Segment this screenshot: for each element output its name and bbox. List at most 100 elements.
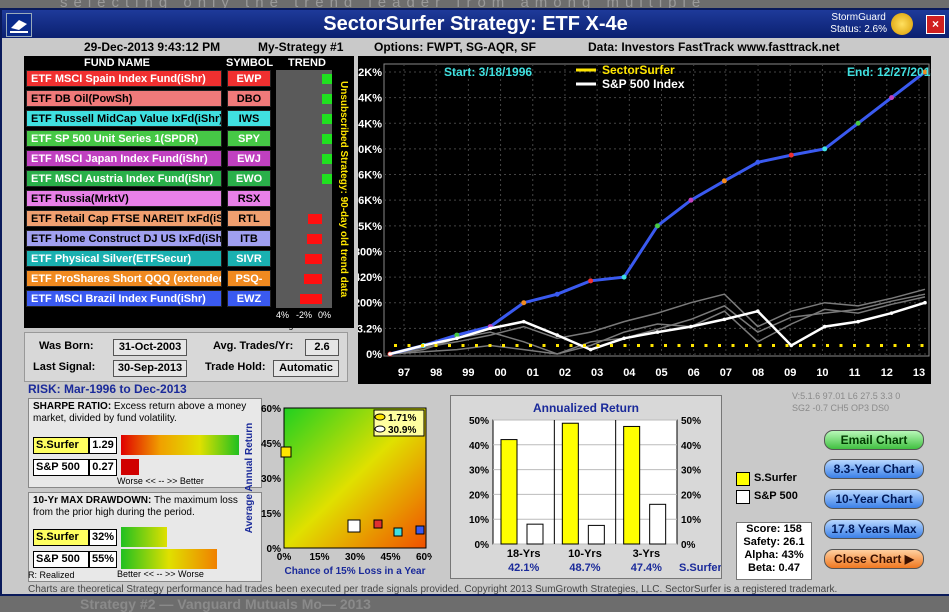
sharpe-heading: SHARPE RATIO: [33, 401, 112, 412]
legend-label: SectorSurfer [602, 63, 675, 77]
fund-row[interactable]: ETF DB Oil(PowSh) DBO [26, 90, 274, 107]
scatter-legend-marker [374, 425, 386, 433]
signal-marker [920, 344, 924, 347]
fund-row[interactable]: ETF Home Construct DJ US IxFd(iShr ITB [26, 230, 274, 247]
fund-name: ETF MSCI Brazil Index Fund(iShr) [26, 290, 222, 307]
data-source: Data: Investors FastTrack www.fasttrack.… [588, 40, 840, 54]
data-point [588, 347, 593, 352]
fund-name: ETF Home Construct DJ US IxFd(iShr [26, 230, 222, 247]
trend-bar [304, 274, 322, 284]
sun-icon [891, 13, 913, 35]
fund-row[interactable]: ETF MSCI Spain Index Fund(iShr) EWP [26, 70, 274, 87]
annualized-y-tick: 40% [469, 441, 489, 452]
data-point [655, 330, 660, 334]
sharpe-box: SHARPE RATIO: Excess return above a mone… [28, 398, 262, 488]
annualized-y-tick: 10% [469, 515, 489, 526]
annualized-value-label: 42.1% [508, 562, 539, 574]
fund-row[interactable]: ETF MSCI Brazil Index Fund(iShr) EWZ [26, 290, 274, 307]
fund-row[interactable]: ETF MSCI Austria Index Fund(iShr) EWO [26, 170, 274, 187]
email-chart-button[interactable]: Email Chart [824, 430, 924, 450]
scale-better: Better [179, 476, 204, 486]
signal-marker [907, 344, 910, 347]
data-point [555, 333, 559, 337]
fund-row[interactable]: ETF Russia(MrktV) RSX [26, 190, 274, 207]
fund-row[interactable]: ETF Physical Silver(ETFSecur) SIVR [26, 250, 274, 267]
data-point [722, 317, 727, 322]
data-point [455, 336, 459, 341]
data-point [689, 324, 693, 329]
data-point [755, 159, 761, 165]
x-tick-label: 02 [559, 367, 571, 379]
risk-title: RISK: Mar-1996 to Dec-2013 [28, 382, 187, 396]
risk-return-scatter-svg: 60% 45% 30% 15% 0%0% 15% 30% 45% 60% Average Annu… [244, 404, 436, 577]
fund-name: ETF MSCI Austria Index Fund(iShr) [26, 170, 222, 187]
fund-symbol: RSX [227, 190, 271, 207]
data-point [388, 352, 392, 356]
data-point [521, 319, 526, 324]
fund-row[interactable]: ETF MSCI Japan Index Fund(iShr) EWJ [26, 150, 274, 167]
signal-marker [718, 344, 721, 347]
trend-axis-4: 4% [276, 310, 290, 320]
symbol-header: SYMBOL [226, 57, 274, 69]
was-born-value: 31-Oct-2003 [113, 339, 187, 356]
chart-8-3-year-button[interactable]: 8.3-Year Chart [824, 459, 924, 479]
y-tick-label: 800% [358, 246, 382, 258]
x-tick-label: 01 [527, 367, 539, 379]
close-window-button[interactable]: × [926, 15, 945, 34]
sharpe-sp-label: S&P 500 [33, 459, 89, 476]
x-tick-label: 12 [881, 367, 893, 379]
realized-note: R: Realized [28, 570, 75, 580]
version-line-2: SG2 -0.7 CH5 OP3 DS0 [792, 403, 890, 413]
signal-marker [745, 344, 748, 347]
annualized-group-label: 10-Yrs [568, 548, 602, 560]
fund-name: ETF Russell MidCap Value IxFd(iShr) [26, 110, 222, 127]
annualized-return-panel: Annualized Return 50% 50% 40% 40% 30% 30% 20% 20… [450, 395, 723, 579]
signal-marker [650, 344, 654, 347]
scatter-legend-marker [374, 413, 386, 421]
trade-hold-value: Automatic [273, 360, 339, 377]
trend-bar [308, 214, 322, 224]
fund-row[interactable]: ETF Russell MidCap Value IxFd(iShr) IWS [26, 110, 274, 127]
annualized-value-label: 48.7% [569, 562, 600, 574]
fund-line [389, 293, 926, 355]
scatter-y-tick: 15% [261, 509, 281, 520]
sharpe-sp-bar [121, 459, 139, 475]
signal-marker [569, 344, 573, 347]
data-point [789, 343, 794, 348]
performance-chart: 42K% 24K% 14K% 8.0K% 4.6K% 2.6K% 1.5K% 800% 420%… [349, 56, 937, 384]
signal-marker [637, 344, 640, 347]
drawdown-box: 10-Yr MAX DRAWDOWN: The maximum loss fro… [28, 492, 262, 582]
fund-line [389, 296, 926, 355]
data-point [889, 95, 895, 101]
fund-list-panel: FUND NAME SYMBOL TREND ETF MSCI Spain In… [24, 56, 354, 330]
legend-sp-label: S&P 500 [754, 490, 798, 502]
chart-17-8-year-button[interactable]: 17.8 Years Max [824, 519, 924, 539]
chart-10-year-button[interactable]: 10-Year Chart [824, 489, 924, 509]
close-chart-button[interactable]: Close Chart ▶ [824, 549, 924, 569]
data-point [588, 278, 594, 284]
annualized-group-label: 3-Yrs [633, 548, 661, 560]
fund-row[interactable]: ETF SP 500 Unit Series 1(SPDR) SPY [26, 130, 274, 147]
signal-marker [434, 344, 438, 347]
fund-row[interactable]: ETF Retail Cap FTSE NAREIT IxFd(iSh RTL [26, 210, 274, 227]
bar-sp500 [526, 523, 544, 545]
fund-symbol: DBO [227, 90, 271, 107]
x-tick-label: 09 [784, 367, 796, 379]
caret-right-icon: ▶ [904, 552, 914, 566]
close-chart-label: Close Chart [834, 552, 902, 566]
title-bar: SectorSurfer Strategy: ETF X-4e StormGua… [2, 10, 949, 38]
annualized-legend: S.Surfer S&P 500 [736, 472, 812, 508]
y-tick-label: 14K% [358, 118, 382, 130]
data-point [856, 319, 860, 324]
annualized-y-tick-right: 50% [681, 416, 701, 427]
signal-marker [772, 344, 775, 347]
annualized-y-tick-right: 10% [681, 515, 701, 526]
options: Options: FWPT, SG-AQR, SF [374, 40, 536, 54]
strategy-window: SectorSurfer Strategy: ETF X-4e StormGua… [0, 8, 949, 596]
bar-ssurfer [500, 439, 518, 545]
fund-row[interactable]: ETF ProShares Short QQQ (extended PSQ- [26, 270, 274, 287]
data-point [923, 300, 927, 305]
sharpe-ss-value: 1.29 [89, 437, 117, 454]
signal-marker [893, 344, 897, 347]
info-bar: 29-Dec-2013 9:43:12 PM My-Strategy #1 Op… [2, 40, 949, 56]
